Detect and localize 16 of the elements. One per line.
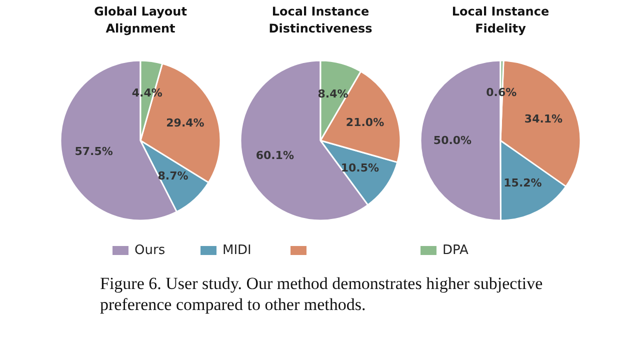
data-label: 21.0%: [346, 116, 384, 130]
legend-label: DPA: [442, 243, 469, 258]
data-label: 10.5%: [340, 161, 380, 174]
data-label: 15.2%: [504, 176, 542, 190]
legend-label: MIDI: [222, 243, 252, 258]
data-label: 34.1%: [524, 112, 563, 126]
chart-title: Local Instance Fidelity: [452, 4, 550, 36]
data-label: 60.1%: [256, 148, 294, 162]
data-label: 57.5%: [74, 145, 113, 158]
legend-label: Ours: [134, 243, 166, 258]
data-label: 50.0%: [433, 134, 472, 148]
chart-title: Local Instance Distinctiveness: [268, 4, 372, 36]
data-label: 8.7%: [158, 169, 188, 182]
data-label: 29.4%: [166, 116, 204, 130]
chart-title: Global Layout Alignment: [94, 4, 188, 36]
caption: Figure 6. User study. Our method demonstrates higher subjective preference compared to other methods.: [100, 273, 544, 316]
